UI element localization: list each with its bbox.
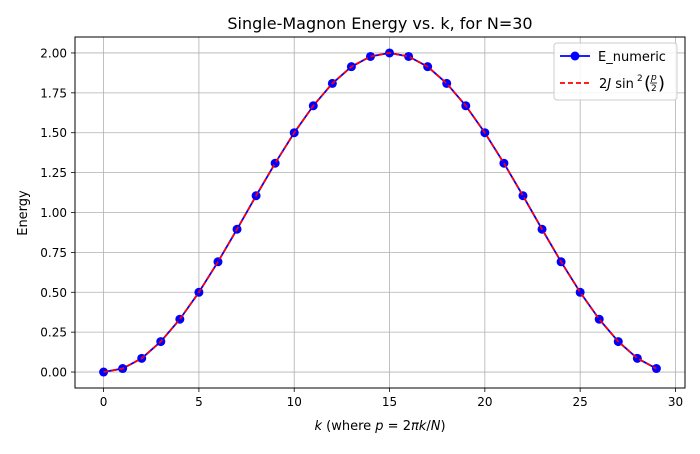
legend-analytic-p: p: [650, 73, 657, 83]
legend-analytic-lparen: (: [644, 73, 651, 94]
y-tick-label: 0.00: [40, 366, 67, 380]
legend-analytic-2: 2: [599, 77, 607, 92]
x-label-k: k: [314, 419, 322, 434]
x-tick-label: 30: [668, 395, 683, 409]
series-line-analytic: [103, 52, 657, 373]
legend-analytic-denominator: 2: [651, 84, 657, 94]
data-point-e-numeric: [270, 158, 280, 168]
x-label-N: N: [431, 419, 441, 434]
legend-analytic-rparen: ): [658, 73, 665, 94]
x-tick-label: 20: [477, 395, 492, 409]
y-tick-label: 2.00: [40, 46, 67, 60]
y-tick-label: 0.50: [40, 286, 67, 300]
data-point-e-numeric: [404, 51, 414, 61]
y-axis-label: Energy: [16, 190, 31, 236]
x-label-eq: = 2: [384, 419, 411, 434]
x-tick-label: 25: [573, 395, 588, 409]
legend-analytic-square: 2: [637, 74, 643, 84]
x-tick-label: 5: [195, 395, 203, 409]
x-tick-label: 0: [100, 395, 108, 409]
legend-box: [553, 42, 678, 101]
legend-analytic-coef: 2J sin: [599, 77, 634, 92]
legend: E_numeric 2J sin 2 ( p 2 ): [553, 42, 678, 101]
legend-label-numeric: E_numeric: [598, 50, 666, 65]
chart-title: Single-Magnon Energy vs. k, for N=30: [227, 14, 532, 33]
data-point-e-numeric: [518, 191, 528, 201]
y-tick-label: 0.75: [40, 246, 67, 260]
y-tick-label: 1.50: [40, 126, 67, 140]
y-tick-label: 1.00: [40, 206, 67, 220]
x-axis-label: k (where p = 2πk/N): [314, 419, 445, 434]
legend-marker-numeric: [570, 51, 580, 61]
y-tick-label: 0.25: [40, 326, 67, 340]
x-label-pi: π: [411, 419, 419, 434]
legend-label-analytic: 2J sin 2 ( p 2 ): [599, 73, 665, 94]
series-layer: [99, 48, 661, 377]
legend-analytic-J: J: [604, 77, 611, 92]
x-tick-label: 15: [382, 395, 397, 409]
x-ticks: 0 5 10 15 20 25 30: [100, 388, 683, 409]
x-label-k2: k: [419, 419, 427, 434]
x-label-where: (where: [322, 419, 375, 434]
x-label-slash: /: [426, 419, 431, 434]
x-label-p: p: [374, 419, 383, 434]
y-tick-label: 1.25: [40, 166, 67, 180]
legend-analytic-sin: sin: [611, 77, 634, 92]
y-tick-label: 1.75: [40, 86, 67, 100]
x-tick-label: 10: [287, 395, 302, 409]
x-label-close: ): [440, 419, 445, 434]
y-ticks: 0.00 0.25 0.50 0.75 1.00 1.25 1.50 1.75 2.00: [40, 46, 75, 380]
